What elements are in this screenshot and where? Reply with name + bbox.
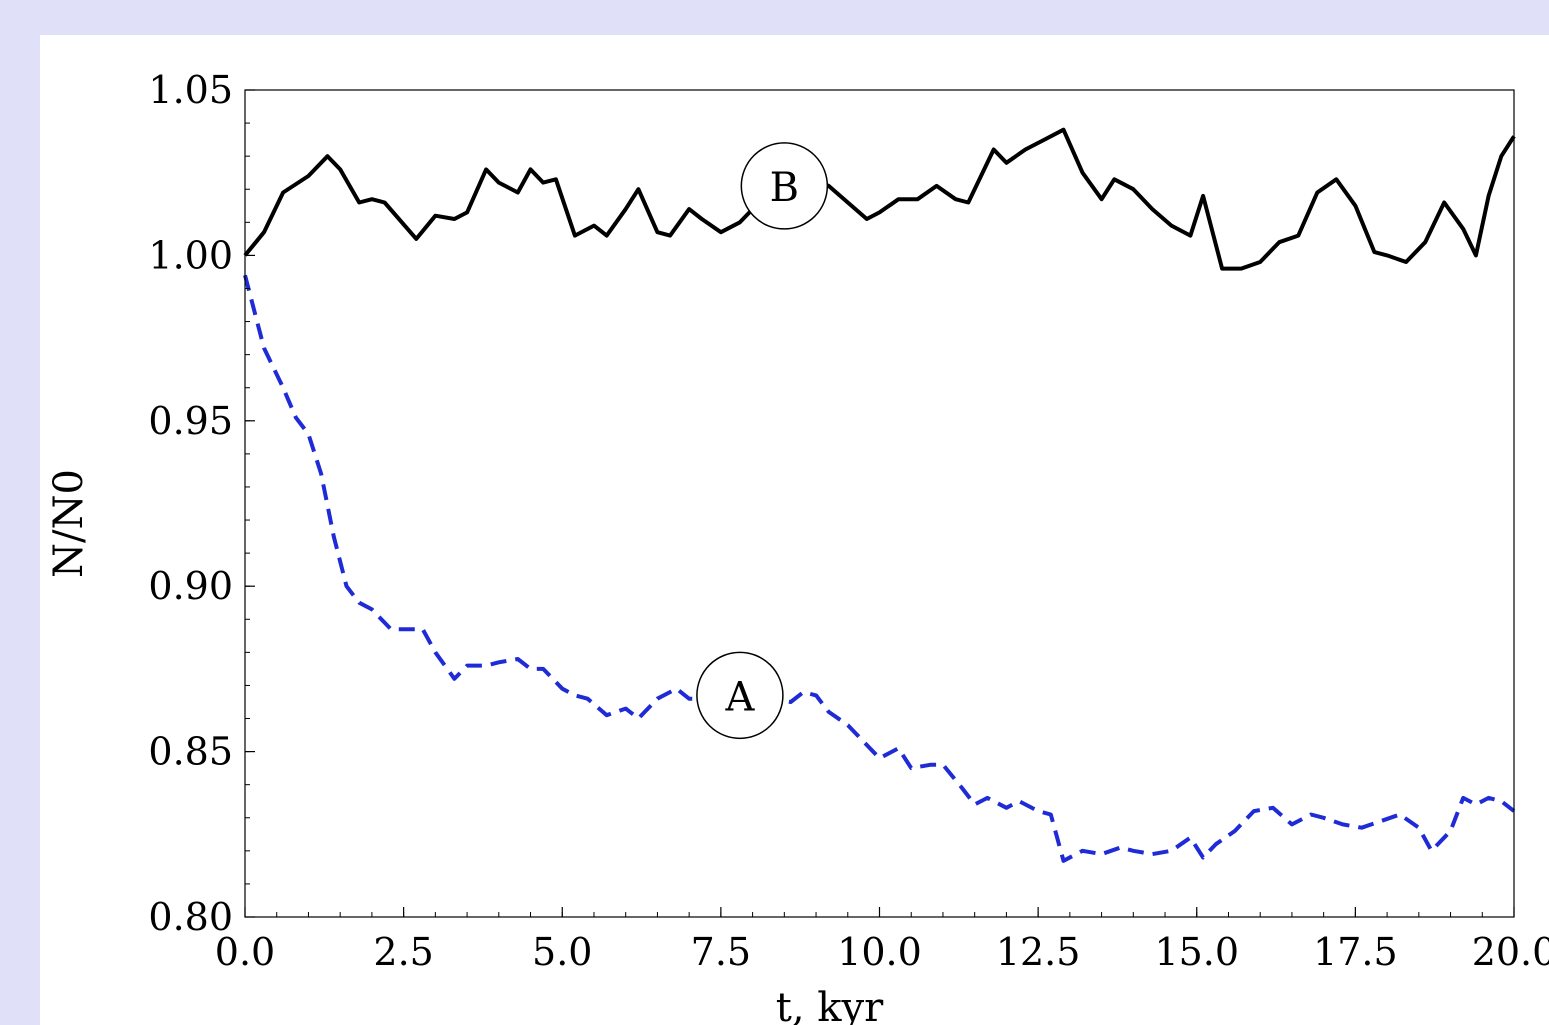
x-tick-label: 7.5 (691, 930, 751, 974)
y-axis-label: N/N0 (46, 469, 92, 578)
series-layer (243, 127, 1516, 863)
series-line-b (243, 127, 1516, 271)
y-tick-label: 0.80 (148, 895, 233, 939)
x-tick-label: 20.0 (1472, 930, 1549, 974)
annotation-circle-a (696, 651, 784, 740)
x-axis-label: t, kyr (776, 985, 884, 1025)
figure-panel: 0.0 2.5 5.0 7.5 10.0 12.5 15.0 17.5 20.0 0.80 0.85… (40, 35, 1549, 1025)
x-tick-label: 15.0 (1154, 930, 1239, 974)
x-tick-label: 17.5 (1313, 930, 1398, 974)
series-line-a (243, 274, 1516, 863)
y-tick-label: 1.05 (148, 68, 233, 112)
x-tick-label: 12.5 (996, 930, 1081, 974)
y-tick-label: 0.85 (148, 730, 233, 774)
y-tick-label: 0.90 (148, 564, 233, 608)
annotation-label-a: A (724, 674, 755, 720)
y-tick-label: 0.95 (148, 399, 233, 443)
annotation-circle-b (740, 142, 829, 230)
x-tick-label: 2.5 (373, 930, 433, 974)
line-chart: 0.0 2.5 5.0 7.5 10.0 12.5 15.0 17.5 20.0 0.80 0.85… (46, 68, 1549, 1025)
x-tick-label: 10.0 (837, 930, 922, 974)
annotations-layer: BA (696, 142, 829, 740)
x-tick-label: 5.0 (532, 930, 592, 974)
y-tick-label: 1.00 (148, 233, 233, 277)
x-tick-label: 0.0 (215, 930, 275, 974)
ticks-layer: 0.0 2.5 5.0 7.5 10.0 12.5 15.0 17.5 20.0 0.80 0.85… (148, 68, 1549, 974)
annotation-label-b: B (770, 165, 799, 211)
